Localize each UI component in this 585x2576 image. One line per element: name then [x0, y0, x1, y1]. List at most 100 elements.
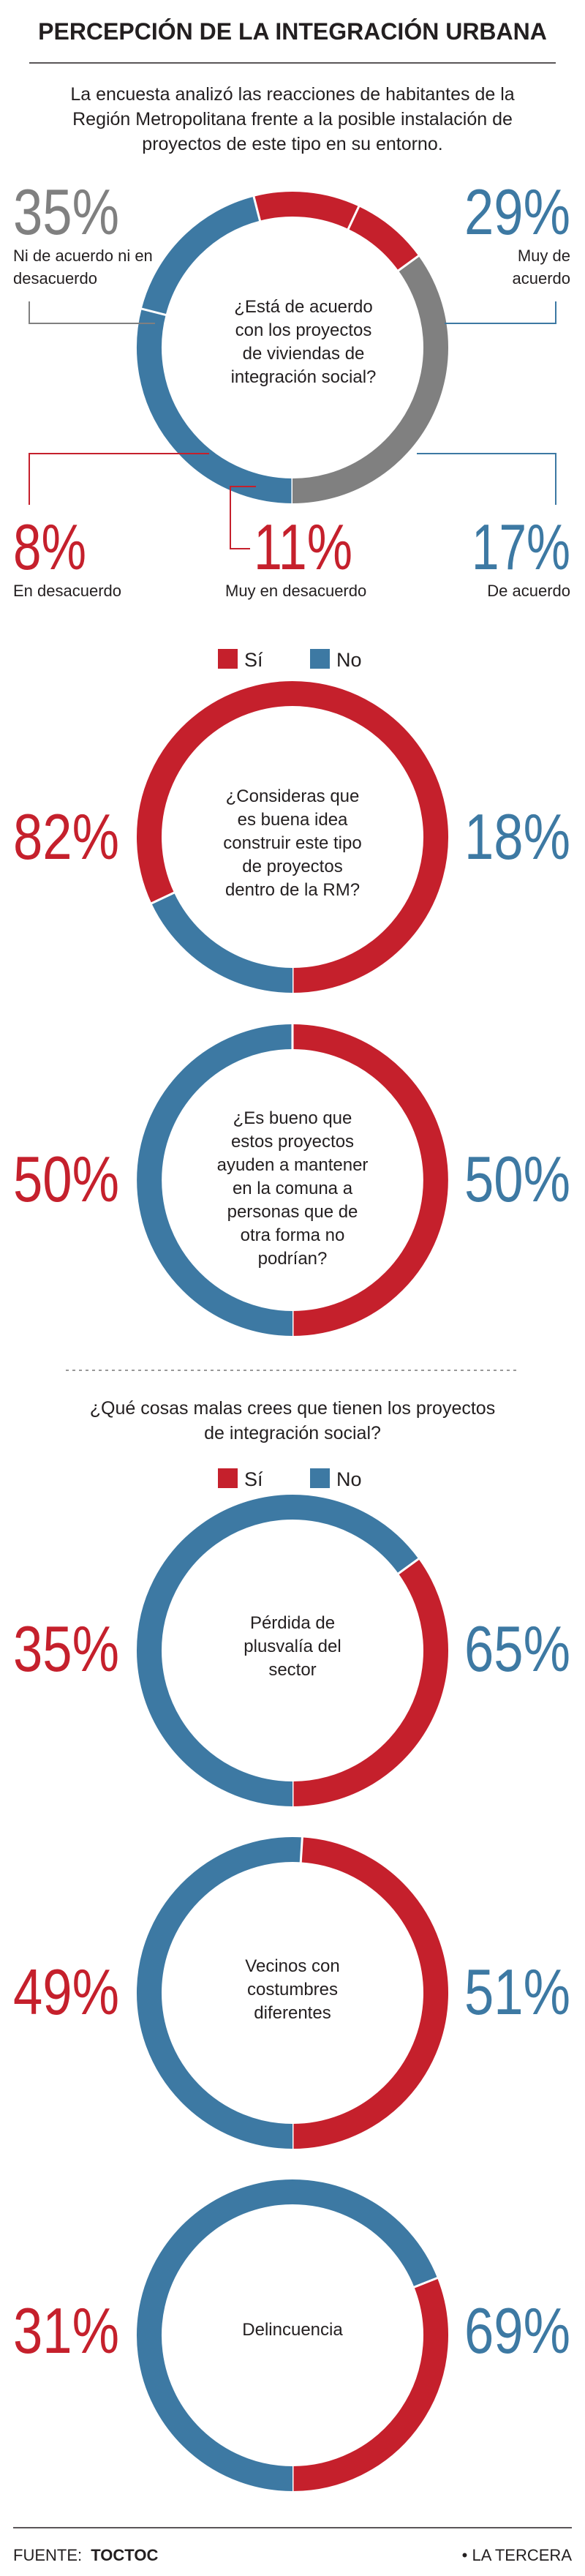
donut-segment-separator — [347, 205, 361, 230]
pct-label-de-acuerdo: 17% — [472, 511, 570, 583]
leader-line-ni-de-acuerdo — [29, 301, 155, 324]
question-line: ¿Está de acuerdo — [234, 297, 372, 317]
donut-segment-separator — [140, 307, 167, 317]
label-ni-de-acuerdo-1: Ni de acuerdo ni en — [13, 247, 153, 265]
pct-label-si: 82% — [13, 800, 119, 873]
pct-label-si: 35% — [13, 1612, 119, 1685]
label-ni-de-acuerdo-2: desacuerdo — [13, 269, 97, 288]
question-line: es buena idea — [238, 810, 348, 830]
legend-label-no: No — [336, 649, 362, 671]
question-line: otra forma no — [241, 1225, 345, 1245]
donut-segment-no — [137, 1837, 303, 2149]
donut-plusvalia — [137, 1495, 448, 1807]
section-heading-line-1: ¿Qué cosas malas crees que tienen los pr… — [90, 1398, 495, 1419]
donut-delincuencia — [137, 2179, 448, 2492]
leader-line-de-acuerdo — [417, 453, 556, 505]
donut-segment-s- — [292, 1024, 448, 1336]
pct-label-si: 50% — [13, 1143, 119, 1215]
question-line: ¿Es bueno que — [233, 1108, 352, 1128]
question-line: podrían? — [258, 1249, 328, 1269]
label-en-desacuerdo: En desacuerdo — [13, 582, 121, 600]
donut-segment-s- — [292, 1558, 448, 1806]
label-muy-de-acuerdo-2: acuerdo — [512, 269, 570, 288]
chart-delincuencia: Delincuencia 31% 69% — [13, 2179, 570, 2492]
question-line: dentro de la RM? — [225, 880, 360, 900]
legend-label-no: No — [336, 1468, 362, 1490]
question-line: costumbres — [247, 1980, 338, 1999]
question-line: ayuden a mantener — [217, 1155, 369, 1175]
donut-segment-no — [137, 2179, 438, 2491]
footer-source-label: FUENTE: — [13, 2546, 82, 2564]
pct-label-no: 51% — [464, 1956, 570, 2028]
question-line: plusvalía del — [244, 1637, 341, 1656]
donut-segment-ni-de-acuerdo-ni-en-desacuerdo — [292, 255, 448, 503]
legend-swatch-yes — [218, 1468, 238, 1488]
leader-line-en-desacuerdo — [29, 453, 209, 505]
legend: Sí No — [218, 649, 362, 671]
question-line: de viviendas de — [243, 344, 365, 364]
pct-label-en-desacuerdo: 8% — [13, 511, 86, 583]
donut-segment-s- — [292, 1837, 448, 2149]
donut-segment-de-acuerdo — [141, 196, 260, 315]
donut-buena-idea — [137, 681, 448, 994]
question-line: diferentes — [254, 2003, 331, 2023]
chart-agreement: ¿Está de acuerdo con los proyectos de vi… — [13, 176, 570, 600]
donut-segment-separator — [397, 1558, 420, 1575]
chart-plusvalia: Pérdida de plusvalía del sector 35% 65% — [13, 1495, 570, 1807]
question-line: construir este tipo — [223, 833, 361, 853]
donut-segment-no — [137, 1024, 293, 1336]
label-muy-de-acuerdo-1: Muy de — [518, 247, 570, 265]
intro-line-3: proyectos de este tipo en su entorno. — [142, 134, 442, 154]
intro-line-1: La encuesta analizó las reacciones de ha… — [70, 84, 514, 105]
donut-segment-muy-en-desacuerdo — [254, 192, 359, 230]
pct-label-si: 49% — [13, 1956, 119, 2028]
question-line: Delincuencia — [242, 2320, 343, 2340]
donut-segment-separator — [252, 195, 262, 222]
question-line: sector — [268, 1660, 316, 1680]
pct-label-muy-en-desacuerdo: 11% — [254, 511, 352, 583]
donut-mantener-personas — [137, 1024, 448, 1337]
question-line: estos proyectos — [231, 1132, 354, 1152]
donut-segment-en-desacuerdo — [347, 206, 419, 271]
donut-segment-separator — [150, 891, 176, 905]
label-muy-en-desacuerdo: Muy en desacuerdo — [225, 582, 366, 600]
donut-segment-s- — [292, 2278, 448, 2491]
donut-segment-no — [151, 892, 293, 993]
legend-label-yes: Sí — [244, 649, 263, 671]
donut-costumbres — [137, 1836, 448, 2149]
question-line: de proyectos — [242, 857, 342, 876]
legend: Sí No — [218, 1468, 362, 1490]
legend-label-yes: Sí — [244, 1468, 263, 1490]
legend-swatch-yes — [218, 649, 238, 669]
question-line: Vecinos con — [245, 1956, 339, 1976]
legend-swatch-no — [310, 1468, 330, 1488]
legend-swatch-no — [310, 649, 330, 669]
pct-label-muy-de-acuerdo: 29% — [464, 176, 570, 248]
pct-label-no: 18% — [464, 800, 570, 873]
chart-costumbres: Vecinos con costumbres diferentes 49% 51… — [13, 1836, 570, 2149]
section-heading-line-2: de integración social? — [204, 1423, 381, 1443]
pct-label-no: 50% — [464, 1143, 570, 1215]
donut-segment-separator — [397, 255, 420, 272]
chart-buena-idea: ¿Consideras que es buena idea construir … — [13, 681, 570, 994]
donut-segment-separator — [412, 2276, 439, 2288]
label-de-acuerdo: De acuerdo — [487, 582, 570, 600]
chart-mantener-personas: ¿Es bueno que estos proyectos ayuden a m… — [13, 1024, 570, 1337]
pct-label-no: 69% — [464, 2294, 570, 2367]
footer-source-name: TOCTOC — [91, 2546, 158, 2564]
pct-label-ni-de-acuerdo: 35% — [13, 176, 119, 248]
intro-line-2: Región Metropolitana frente a la posible… — [72, 109, 513, 129]
pct-label-si: 31% — [13, 2294, 119, 2367]
infographic-title: PERCEPCIÓN DE LA INTEGRACIÓN URBANA — [38, 18, 547, 45]
leader-line-muy-en-desacuerdo — [230, 486, 256, 549]
question-line: personas que de — [227, 1202, 358, 1222]
donut-segment-s- — [137, 681, 448, 993]
donut-segment-separator — [299, 1836, 303, 1863]
question-line: Pérdida de — [250, 1613, 335, 1633]
footer-publisher: • LA TERCERA — [462, 2546, 573, 2564]
question-line: ¿Consideras que — [226, 786, 360, 806]
footer-source: FUENTE: TOCTOC — [13, 2546, 158, 2564]
question-line: con los proyectos — [235, 320, 372, 340]
leader-line-muy-de-acuerdo — [445, 301, 556, 324]
